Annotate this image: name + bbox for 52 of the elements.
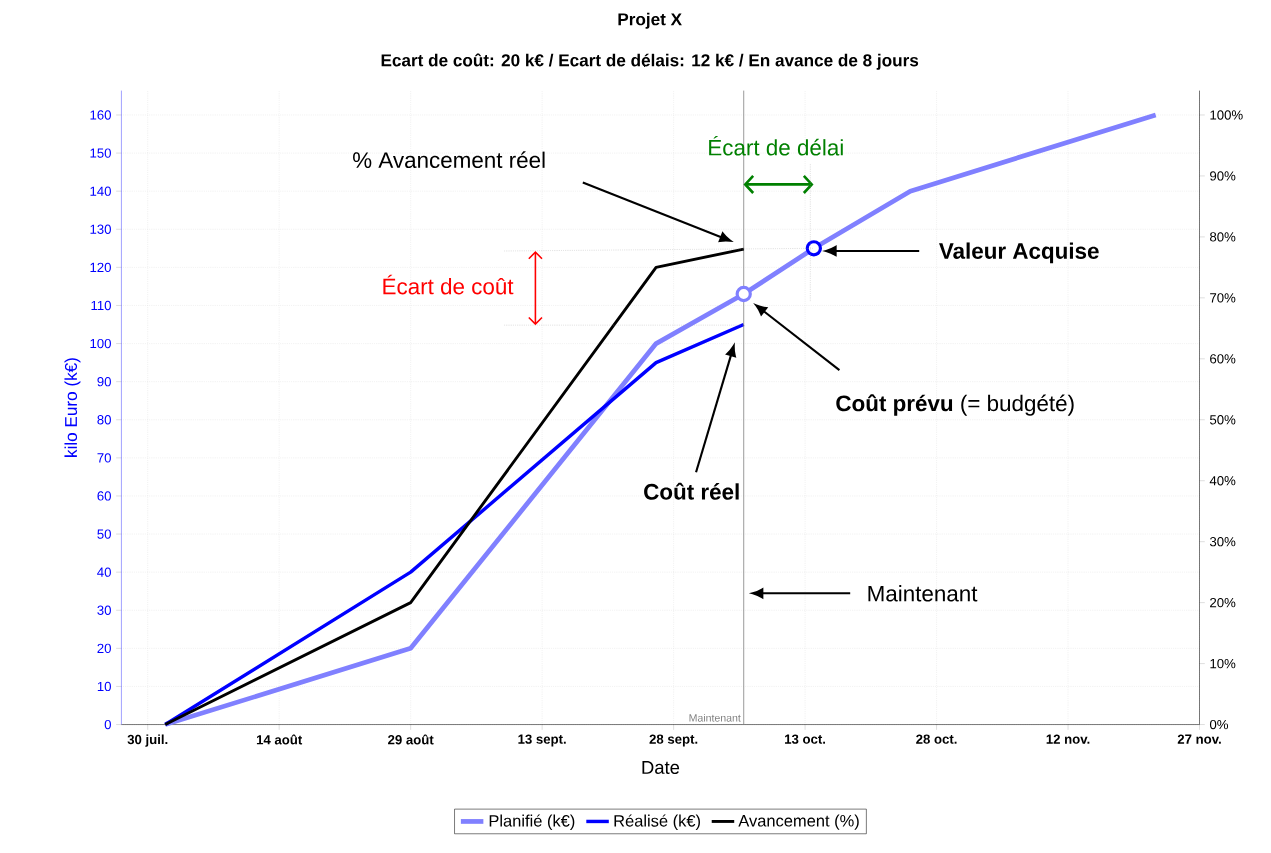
y-tick-label: 90 bbox=[97, 376, 111, 387]
chart-subtitle: Ecart de coût: 20 k€ / Ecart de délais: 12 k€ / En avance de 8 jours bbox=[381, 53, 919, 70]
x-tick-label: 14 août bbox=[256, 734, 303, 745]
y-tick-label: 70 bbox=[97, 453, 111, 463]
y2-tick-label: 30% bbox=[1209, 537, 1236, 547]
y-tick-label: 20 bbox=[97, 643, 111, 653]
y2-tick-label: 80% bbox=[1210, 232, 1236, 242]
y-tick-label: 0 bbox=[104, 719, 111, 730]
annotation: % Avancement réel bbox=[353, 151, 545, 169]
y-tick-label: 160 bbox=[90, 110, 111, 120]
y-axis-title: kilo Euro (k€) bbox=[64, 358, 81, 457]
annotation: Coût prévu (= budgété) bbox=[836, 394, 1074, 416]
y-tick-label: 100 bbox=[90, 338, 111, 349]
y2-tick-label: 100% bbox=[1210, 110, 1243, 120]
annotation: Valeur Acquise bbox=[939, 242, 1099, 264]
x-tick-label: 28 oct. bbox=[916, 734, 957, 744]
y-tick-label: 40 bbox=[97, 567, 111, 577]
chart-title: Projet X bbox=[618, 12, 682, 29]
ref-line-label: Maintenant bbox=[689, 713, 741, 722]
y-tick-label: 30 bbox=[97, 605, 111, 615]
y2-tick-label: 50% bbox=[1209, 415, 1236, 425]
legend-label: Réalisé (k€) bbox=[614, 814, 700, 830]
x-tick-label: 13 sept. bbox=[518, 734, 566, 747]
legend-label: Planifié (k€) bbox=[489, 814, 575, 830]
x-tick-label: 28 sept. bbox=[649, 734, 698, 747]
y-tick-label: 110 bbox=[91, 300, 111, 311]
y-tick-label: 150 bbox=[90, 148, 111, 158]
x-tick-label: 12 nov. bbox=[1046, 734, 1090, 744]
x-tick-label: 27 nov. bbox=[1177, 734, 1221, 744]
y-tick-label: 130 bbox=[90, 224, 111, 234]
x-tick-label: 29 août bbox=[388, 734, 434, 745]
annotation: Écart de coût bbox=[383, 274, 514, 295]
x-tick-label: 13 oct. bbox=[785, 734, 826, 744]
y-tick-label: 140 bbox=[90, 186, 111, 196]
y-tick-label: 50 bbox=[97, 529, 111, 539]
x-axis-title: Date bbox=[642, 761, 680, 774]
y2-tick-label: 40% bbox=[1209, 476, 1236, 486]
annotation: Maintenant bbox=[868, 585, 978, 602]
y-tick-label: 120 bbox=[90, 262, 111, 273]
y2-tick-label: 0% bbox=[1209, 719, 1229, 730]
legend-label: Avancement (%) bbox=[738, 814, 859, 830]
y2-tick-label: 20% bbox=[1210, 597, 1236, 608]
y2-tick-label: 10% bbox=[1210, 658, 1236, 669]
y2-tick-label: 60% bbox=[1210, 354, 1236, 364]
y-tick-label: 80 bbox=[97, 415, 111, 425]
y-tick-label: 60 bbox=[97, 491, 111, 501]
y-tick-label: 10 bbox=[97, 681, 111, 692]
annotation: Coût réel bbox=[644, 482, 739, 500]
y2-tick-label: 90% bbox=[1210, 171, 1236, 181]
annotation: Écart de délai bbox=[709, 135, 843, 156]
y2-tick-label: 70% bbox=[1210, 293, 1236, 303]
x-tick-label: 30 juil. bbox=[127, 734, 168, 747]
